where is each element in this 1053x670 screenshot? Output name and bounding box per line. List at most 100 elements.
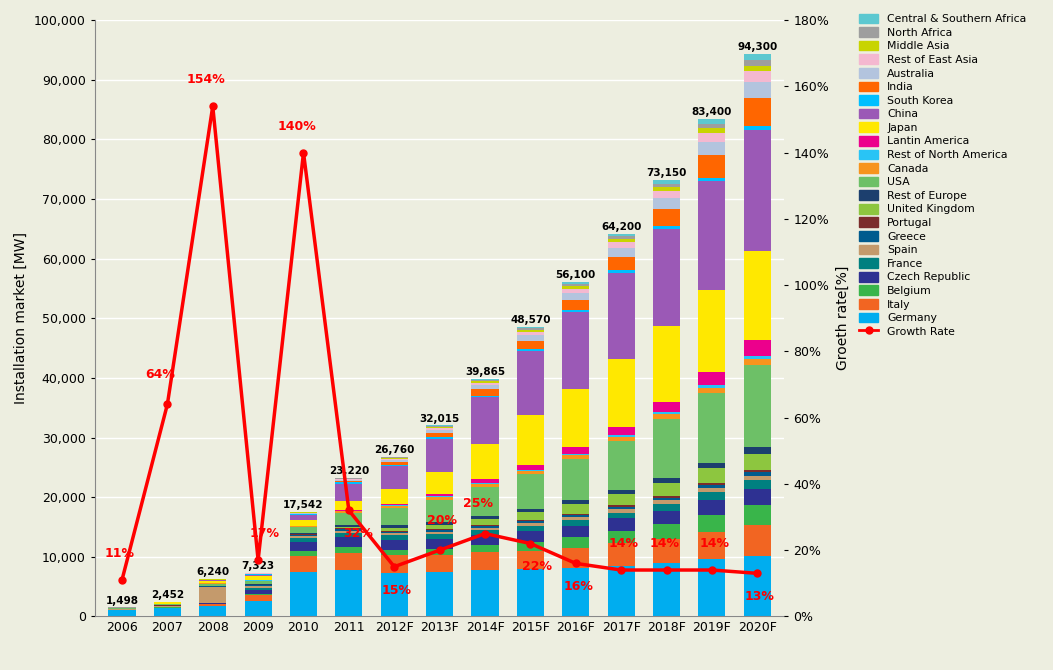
Bar: [653, 326, 680, 402]
Bar: [653, 226, 680, 229]
Bar: [380, 533, 408, 535]
Bar: [108, 610, 136, 616]
Bar: [380, 555, 408, 573]
Bar: [743, 71, 771, 82]
Bar: [562, 568, 590, 616]
Text: 20%: 20%: [426, 514, 457, 527]
Bar: [653, 563, 680, 616]
Bar: [199, 581, 226, 583]
Bar: [653, 539, 680, 563]
Bar: [426, 530, 453, 532]
Bar: [244, 581, 272, 584]
Bar: [743, 555, 771, 616]
Bar: [335, 553, 362, 570]
Bar: [517, 327, 544, 328]
Bar: [608, 427, 635, 435]
Bar: [335, 513, 362, 525]
Bar: [426, 430, 453, 433]
Bar: [653, 402, 680, 412]
Bar: [335, 531, 362, 533]
Bar: [608, 490, 635, 494]
Bar: [472, 381, 499, 383]
Bar: [562, 312, 590, 389]
Bar: [335, 537, 362, 547]
Bar: [653, 524, 680, 539]
Bar: [290, 538, 317, 542]
Bar: [698, 290, 726, 373]
Bar: [608, 507, 635, 509]
Bar: [743, 98, 771, 126]
Bar: [472, 526, 499, 528]
Text: 83,400: 83,400: [692, 107, 732, 117]
Bar: [743, 130, 771, 251]
Bar: [380, 458, 408, 459]
Bar: [743, 54, 771, 60]
Bar: [472, 530, 499, 535]
Bar: [335, 480, 362, 481]
Bar: [743, 505, 771, 525]
Bar: [653, 419, 680, 478]
Bar: [743, 454, 771, 470]
Bar: [380, 460, 408, 462]
Bar: [472, 397, 499, 444]
Bar: [472, 528, 499, 530]
Bar: [290, 515, 317, 520]
Bar: [517, 330, 544, 332]
Bar: [380, 459, 408, 460]
Bar: [653, 500, 680, 504]
Bar: [335, 482, 362, 484]
Bar: [562, 514, 590, 515]
Bar: [472, 570, 499, 616]
Bar: [698, 388, 726, 393]
Text: 16%: 16%: [563, 580, 593, 593]
Bar: [244, 590, 272, 594]
Bar: [653, 496, 680, 498]
Bar: [244, 600, 272, 616]
Text: 11%: 11%: [104, 547, 135, 560]
Bar: [698, 532, 726, 559]
Bar: [743, 359, 771, 365]
Bar: [517, 521, 544, 523]
Bar: [562, 548, 590, 568]
Bar: [199, 604, 226, 606]
Bar: [743, 126, 771, 130]
Bar: [517, 471, 544, 474]
Text: 14%: 14%: [609, 537, 638, 550]
Bar: [608, 509, 635, 513]
Bar: [426, 426, 453, 427]
Bar: [380, 549, 408, 555]
Bar: [608, 513, 635, 519]
Bar: [380, 573, 408, 616]
Bar: [426, 425, 453, 426]
Bar: [653, 180, 680, 184]
Bar: [335, 527, 362, 529]
Bar: [653, 478, 680, 482]
Bar: [199, 580, 226, 581]
Bar: [562, 289, 590, 293]
Bar: [154, 604, 181, 605]
Bar: [380, 535, 408, 540]
Bar: [517, 542, 544, 551]
Bar: [653, 504, 680, 511]
Bar: [608, 531, 635, 543]
Bar: [608, 505, 635, 507]
Bar: [472, 552, 499, 570]
Bar: [653, 511, 680, 524]
Bar: [562, 448, 590, 454]
Bar: [653, 184, 680, 188]
Bar: [154, 608, 181, 616]
Bar: [244, 576, 272, 580]
Text: 17%: 17%: [250, 527, 280, 540]
Bar: [472, 525, 499, 526]
Bar: [562, 389, 590, 448]
Bar: [335, 481, 362, 482]
Text: 14%: 14%: [699, 537, 729, 550]
Bar: [290, 520, 317, 526]
Bar: [335, 501, 362, 510]
Bar: [517, 349, 544, 351]
Bar: [698, 178, 726, 181]
Bar: [698, 373, 726, 385]
Text: 64%: 64%: [145, 369, 176, 381]
Bar: [698, 385, 726, 388]
Bar: [335, 511, 362, 513]
